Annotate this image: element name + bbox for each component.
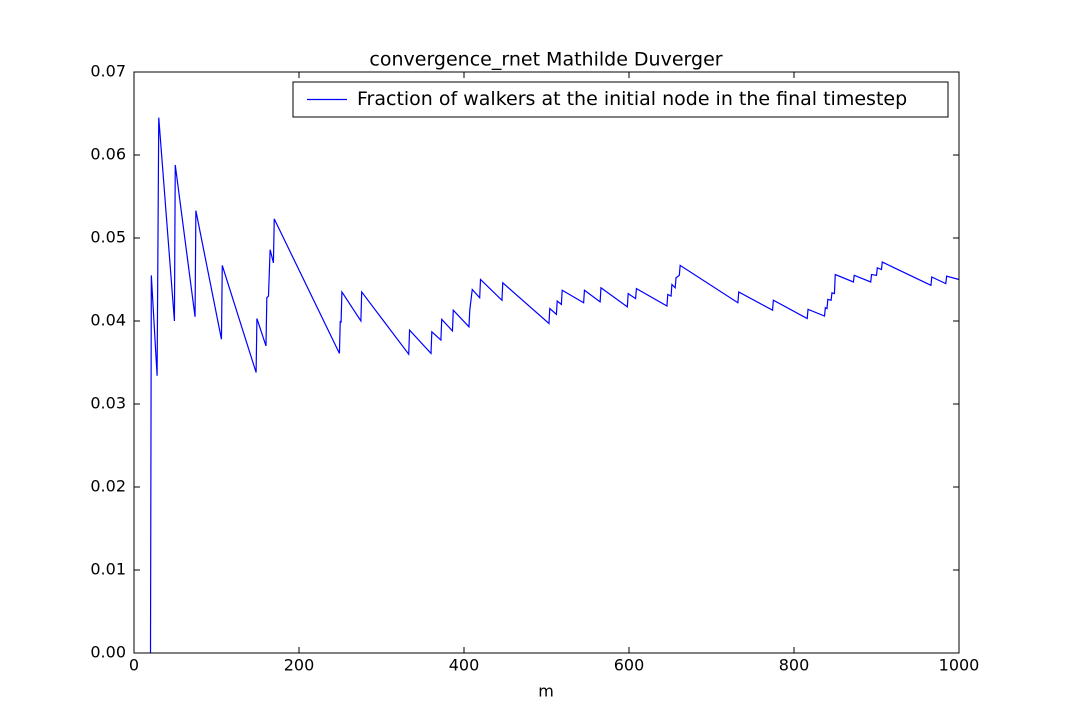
y-tick-label: 0.04 [90, 311, 126, 330]
x-axis-label: m [538, 682, 554, 701]
x-tick-label: 200 [284, 656, 315, 675]
y-tick-label: 0.07 [90, 62, 126, 81]
legend-label: Fraction of walkers at the initial node … [357, 88, 907, 110]
x-tick-label: 400 [449, 656, 480, 675]
data-line [149, 117, 960, 654]
y-tick-label: 0.02 [90, 477, 126, 496]
x-tick-label: 1000 [939, 656, 980, 675]
x-tick-label: 0 [129, 656, 139, 675]
y-tick-label: 0.03 [90, 394, 126, 413]
chart-title: convergence_rnet Mathilde Duverger [369, 49, 722, 71]
y-tick-label: 0.06 [90, 145, 126, 164]
y-tick-label: 0.00 [90, 643, 126, 662]
y-tick-label: 0.05 [90, 228, 126, 247]
legend-box [292, 81, 949, 118]
y-tick-label: 0.01 [90, 560, 126, 579]
plot-frame [133, 71, 960, 654]
x-tick-label: 800 [779, 656, 810, 675]
x-tick-label: 600 [614, 656, 645, 675]
